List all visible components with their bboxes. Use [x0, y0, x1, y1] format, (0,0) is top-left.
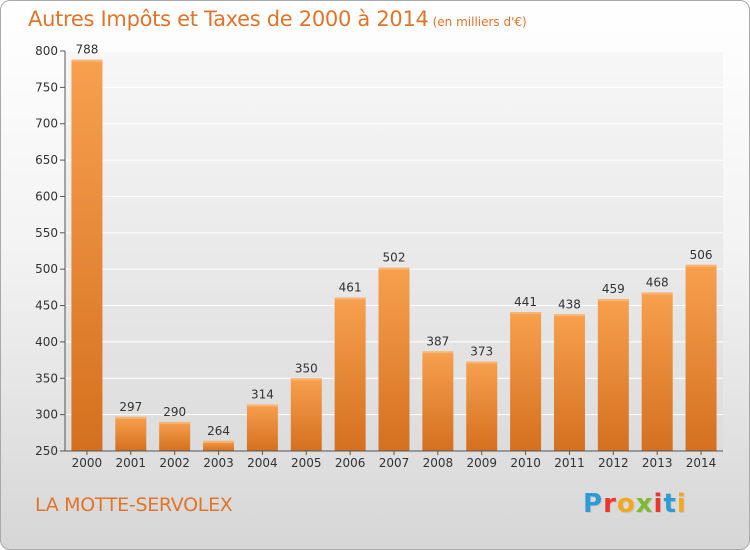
- x-tick-label-2011: 2011: [554, 456, 585, 470]
- value-label-2010: 441: [514, 295, 537, 309]
- value-label-2008: 387: [426, 334, 449, 348]
- y-tick-label: 800: [35, 44, 58, 58]
- bar-2003: [203, 440, 235, 451]
- bar-highlight: [422, 351, 454, 354]
- value-label-2007: 502: [383, 251, 406, 265]
- x-tick-label-2003: 2003: [203, 456, 234, 470]
- value-label-2001: 297: [119, 400, 142, 414]
- chart-title: Autres Impôts et Taxes de 2000 à 2014 (en…: [28, 7, 527, 31]
- bar-highlight: [246, 404, 278, 407]
- logo-letter: i: [676, 489, 687, 519]
- bar-2012: [597, 299, 629, 451]
- value-label-2009: 373: [470, 345, 493, 359]
- y-tick-label: 400: [35, 335, 58, 349]
- bar-2005: [290, 378, 322, 451]
- bar-2014: [685, 264, 717, 451]
- value-label-2014: 506: [690, 248, 713, 262]
- bar-2008: [422, 351, 454, 451]
- value-label-2005: 350: [295, 361, 318, 375]
- bar-highlight: [203, 440, 235, 443]
- bar-highlight: [510, 312, 542, 315]
- bar-highlight: [553, 314, 585, 317]
- y-tick-label: 650: [35, 153, 58, 167]
- y-tick-label: 250: [35, 444, 58, 458]
- x-tick-label-2001: 2001: [116, 456, 147, 470]
- x-tick-label-2012: 2012: [598, 456, 629, 470]
- y-tick-label: 600: [35, 189, 58, 203]
- chart-title-text: Autres Impôts et Taxes de 2000 à 2014: [28, 7, 429, 31]
- bar-2009: [466, 361, 498, 451]
- value-label-2004: 314: [251, 387, 274, 401]
- proxiti-logo: Proxiti: [583, 489, 687, 519]
- bar-2001: [115, 416, 147, 451]
- bar-2002: [159, 421, 191, 451]
- x-tick-label-2006: 2006: [335, 456, 366, 470]
- chart-subtitle: (en milliers d'€): [432, 15, 527, 29]
- y-tick-label: 550: [35, 226, 58, 240]
- y-tick-label: 350: [35, 371, 58, 385]
- y-tick-label: 450: [35, 299, 58, 313]
- bar-highlight: [71, 59, 103, 62]
- x-tick-label-2008: 2008: [423, 456, 454, 470]
- x-tick-label-2004: 2004: [247, 456, 278, 470]
- bar-highlight: [685, 264, 717, 267]
- bar-2004: [246, 404, 278, 451]
- commune-name: LA MOTTE-SERVOLEX: [35, 494, 233, 516]
- logo-letter: i: [653, 489, 664, 519]
- value-label-2012: 459: [602, 282, 625, 296]
- x-tick-label-2000: 2000: [72, 456, 103, 470]
- logo-letter: P: [583, 489, 604, 519]
- bar-highlight: [466, 361, 498, 364]
- x-tick-label-2009: 2009: [466, 456, 497, 470]
- bar-highlight: [597, 299, 629, 301]
- bar-2000: [71, 59, 103, 452]
- bar-2011: [553, 314, 585, 451]
- bar-2013: [641, 292, 673, 451]
- value-label-2011: 438: [558, 297, 581, 311]
- x-tick-label-2005: 2005: [291, 456, 322, 470]
- value-label-2000: 788: [75, 43, 98, 57]
- logo-letter: x: [635, 489, 654, 519]
- x-tick-label-2013: 2013: [642, 456, 673, 470]
- value-label-2006: 461: [339, 281, 362, 295]
- bar-highlight: [115, 416, 147, 419]
- x-tick-label-2002: 2002: [159, 456, 190, 470]
- bar-highlight: [334, 297, 366, 300]
- logo-letter: t: [663, 489, 677, 519]
- y-tick-label: 300: [35, 408, 58, 422]
- y-tick-label: 750: [35, 80, 58, 94]
- bar-2006: [334, 297, 366, 451]
- x-tick-label-2007: 2007: [379, 456, 410, 470]
- logo-letter: r: [603, 489, 617, 519]
- bar-highlight: [641, 292, 673, 295]
- x-tick-label-2010: 2010: [510, 456, 541, 470]
- bar-2007: [378, 267, 410, 451]
- bar-highlight: [159, 421, 191, 424]
- y-tick-label: 500: [35, 262, 58, 276]
- value-label-2002: 290: [163, 405, 186, 419]
- logo-letter: o: [616, 489, 636, 519]
- bar-highlight: [378, 267, 410, 270]
- bar-highlight: [290, 378, 322, 381]
- value-label-2003: 264: [207, 424, 230, 438]
- value-label-2013: 468: [646, 275, 669, 289]
- bar-2010: [510, 312, 542, 451]
- x-tick-label-2014: 2014: [686, 456, 717, 470]
- y-tick-label: 700: [35, 117, 58, 131]
